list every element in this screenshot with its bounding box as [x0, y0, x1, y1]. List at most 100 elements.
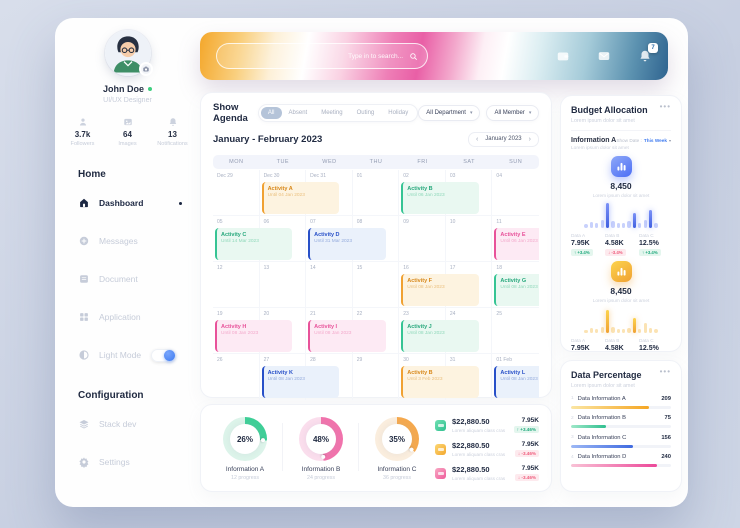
calendar-event[interactable]: Activity H Until 08 Jan 2023 — [215, 320, 293, 352]
transaction-value: 7.95K — [521, 441, 539, 448]
agenda-title: Show Agenda — [213, 102, 248, 124]
sidebar-item-messages[interactable]: Messages — [78, 222, 200, 260]
cell-date-label: 13 — [263, 265, 270, 271]
sidebar-item-light-mode[interactable]: Light Mode — [78, 336, 200, 374]
ellipsis-icon[interactable]: ••• — [659, 102, 671, 111]
weekday-label: MON — [229, 159, 244, 165]
calendar-event[interactable]: Activity F Until 08 Jan 2023 — [401, 274, 479, 306]
bar — [627, 327, 631, 333]
calendar-event[interactable]: Activity B Until 3 Feb 2023 — [401, 366, 479, 398]
mail-icon[interactable] — [597, 49, 611, 63]
cell-date-label: 23 — [403, 311, 409, 317]
bar — [643, 220, 647, 228]
calendar-event[interactable]: Activity I Until 08 Jan 2023 — [308, 320, 386, 352]
camera-icon[interactable] — [138, 62, 153, 76]
calendar-event[interactable]: Activity D Until 31 Mar 2023 — [308, 228, 386, 260]
cell-date-label: Dec 29 — [217, 173, 233, 179]
event-title: Activity K — [267, 370, 293, 376]
calendar-event[interactable]: Activity L Until 08 Jan 2023 — [494, 366, 539, 398]
budget-section-label: Information A — [571, 137, 617, 144]
user-name: John Doe — [103, 84, 152, 94]
calendar-cell: 09 — [399, 216, 446, 261]
cell-date-label: 03 — [449, 173, 456, 179]
show-date-dropdown[interactable]: Show Date : This Week ▾ — [616, 138, 671, 143]
search-bar[interactable] — [216, 43, 428, 69]
avatar[interactable] — [104, 30, 153, 76]
calendar-event[interactable]: Activity G Until 08 Jan 2023 — [494, 274, 539, 306]
stat-label: Data C — [639, 233, 654, 238]
dropdown-label: All Department — [426, 110, 466, 116]
bar — [589, 327, 594, 333]
active-indicator-dot — [179, 201, 182, 205]
cell-date-label: 16 — [403, 265, 409, 271]
filter-chip-holiday[interactable]: Holiday — [388, 110, 409, 116]
search-icon[interactable] — [409, 52, 418, 61]
wallet-icon[interactable] — [556, 49, 570, 63]
mini-bar-chart — [584, 307, 658, 333]
search-input[interactable] — [226, 52, 403, 60]
row-value: 156 — [661, 434, 671, 441]
calendar-cell: 03 — [446, 170, 493, 215]
change-badge: ↑ +3.4% — [571, 249, 593, 256]
calendar-event[interactable]: Activity J Until 08 Jan 2023 — [401, 320, 479, 352]
grid-icon — [78, 311, 90, 323]
calendar-cell: 15 — [353, 262, 400, 307]
sidebar-item-document[interactable]: Document — [78, 260, 200, 298]
calendar-week-row: 26 27 Activity K Until 08 Jan 2023 28 29 30 Act… — [213, 354, 539, 400]
person-icon — [78, 117, 88, 127]
transaction-main: $22,880.50 Lorem aliquam class cras — [452, 441, 505, 457]
bar — [643, 322, 647, 333]
event-until-date: Until 08 Jan 2023 — [314, 331, 352, 336]
budget-stats-row: Data A7.95K↓ -3.4%Data B4.58K↓ -3.4%Data… — [571, 338, 671, 352]
percentage-row: 4 Data Information D 240 — [571, 454, 671, 467]
cell-date-label: 19 — [217, 311, 223, 317]
pager-prev-icon[interactable]: ‹ — [475, 135, 479, 143]
sidebar-item-dashboard[interactable]: Dashboard — [78, 184, 200, 222]
sidebar-item-application[interactable]: Application — [78, 298, 200, 336]
calendar-event[interactable]: Activity C Until 14 Mar 2023 — [215, 228, 293, 260]
calendar-event[interactable]: Activity K Until 08 Jan 2023 — [261, 366, 340, 398]
filter-chip-absent[interactable]: Absent — [288, 110, 308, 116]
budget-value: 8,450 — [610, 181, 632, 191]
transaction-main: $22,880.50 Lorem aliquam class cras — [452, 417, 505, 433]
sidebar-item-label: Stack dev — [99, 419, 137, 429]
home-icon — [78, 197, 90, 209]
calendar-cell: 23 Activity J Until 08 Jan 2023 — [399, 308, 479, 353]
bar — [632, 212, 637, 228]
calendar-event[interactable]: Activity B Until 06 Jan 2023 — [401, 182, 479, 214]
row-value: 75 — [664, 415, 671, 421]
sidebar-item-settings[interactable]: Settings — [78, 443, 200, 481]
pager-next-icon[interactable]: › — [528, 135, 531, 143]
event-title: Activity L — [500, 370, 526, 376]
budget-stat: Data B4.58K↓ -3.4% — [605, 338, 637, 351]
calendar-weekday-row: MON TUE WED THU FRI SAT SUN — [213, 155, 539, 169]
transaction-right: 7.95K ↑ +3.46% — [513, 417, 539, 433]
event-title: Activity E — [500, 232, 526, 238]
calendar-cell: 13 — [260, 262, 307, 307]
sidebar-item-stack-dev[interactable]: Stack dev — [78, 405, 200, 443]
calendar-cell: 31 — [446, 354, 493, 400]
event-until-date: Until 08 Jan 2023 — [500, 285, 538, 290]
stat-value: 12.5% — [639, 345, 659, 352]
filter-chip-outing[interactable]: Outing — [356, 110, 375, 116]
bell-icon[interactable]: 7 — [638, 43, 658, 63]
calendar-event[interactable]: Activity A Until 04 Jan 2023 — [261, 182, 340, 214]
divider — [571, 130, 671, 131]
calendar-event[interactable]: Activity E Until 06 Jan 2023 — [494, 228, 539, 260]
calendar-cell: Dec 31 — [306, 170, 353, 215]
calendar-cell: 05 Activity C Until 14 Mar 2023 — [213, 216, 293, 261]
ellipsis-icon[interactable]: ••• — [659, 367, 671, 376]
calendar-cell: 30 Activity B Until 3 Feb 2023 — [399, 354, 479, 400]
calendar-cell: 19 Activity H Until 08 Jan 2023 — [213, 308, 293, 353]
chevron-down-icon: ▾ — [528, 110, 532, 116]
dropdown-all-member[interactable]: All Member ▾ — [486, 105, 540, 121]
bar — [648, 327, 653, 333]
dropdown-all-department[interactable]: All Department ▾ — [418, 105, 481, 121]
calendar-month-title: January - February 2023 — [213, 133, 323, 145]
filter-chip-meeting[interactable]: Meeting — [321, 110, 343, 116]
transactions-list: $22,880.50 Lorem aliquam class cras 7.95K ↑… — [435, 417, 539, 481]
filter-chip-all[interactable]: All — [260, 107, 282, 119]
light-mode-toggle[interactable] — [151, 348, 176, 362]
calendar-cell: 16 Activity F Until 08 Jan 2023 — [399, 262, 479, 307]
transaction-main: $22,880.50 Lorem aliquam class cras — [452, 465, 505, 481]
